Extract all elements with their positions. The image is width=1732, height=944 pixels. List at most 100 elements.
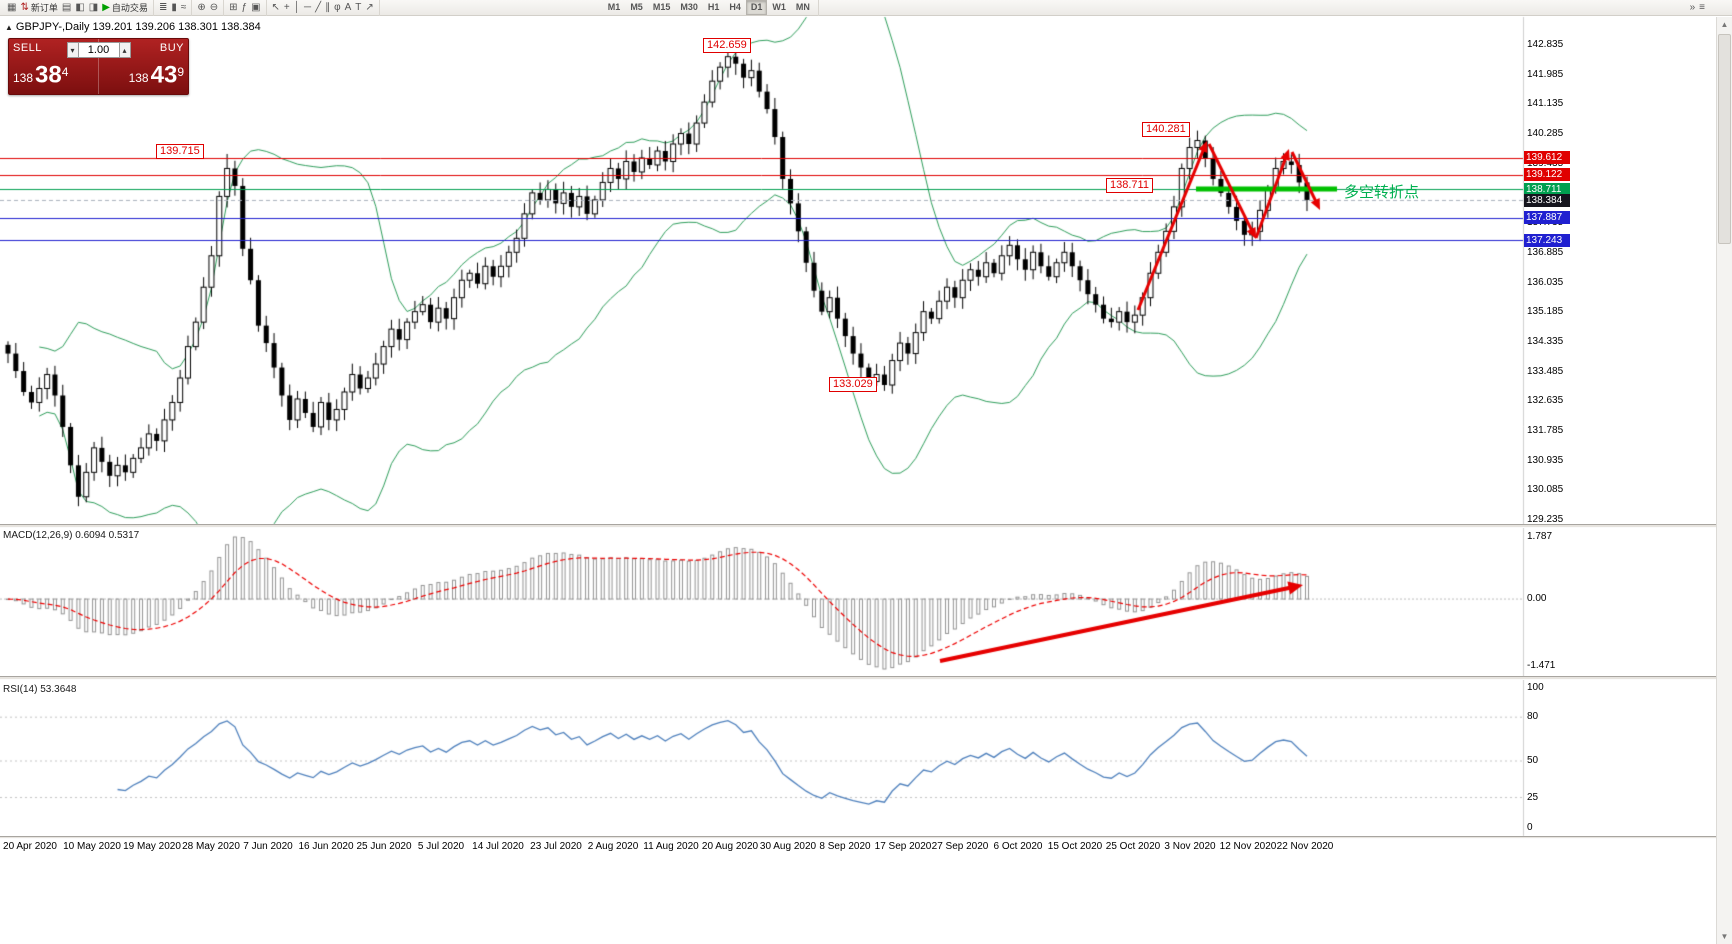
timeframe-d1-button[interactable]: D1: [745, 0, 768, 15]
bar-chart-mode-button[interactable]: ≣: [157, 1, 169, 15]
arrows-tool-button[interactable]: ↗: [363, 1, 375, 15]
zoom-out-button[interactable]: ⊖: [208, 1, 220, 15]
price-callout[interactable]: 133.029: [829, 377, 877, 392]
new-order-button[interactable]: ⇅ 新订单: [18, 1, 59, 15]
market-watch-icon: ▤: [61, 1, 72, 13]
line-chart-mode-button[interactable]: ≈: [179, 1, 189, 15]
equidistant-channel-button[interactable]: ∥: [323, 1, 332, 15]
collapse-panel-icon[interactable]: ▲: [5, 23, 13, 32]
chart-symbol-info: ▲ GBPJPY-,Daily 139.201 139.206 138.301 1…: [5, 21, 261, 33]
zoom-in-button[interactable]: ⊕: [195, 1, 207, 15]
turning-point-annotation[interactable]: 多空转折点: [1344, 184, 1420, 201]
volume-input[interactable]: [78, 42, 119, 58]
date-axis-label: 25 Oct 2020: [1105, 841, 1161, 852]
cursor-icon: ↖: [271, 1, 280, 13]
toolbar-group-2: ≣ ▮ ≈: [154, 0, 193, 16]
date-axis-label: 28 May 2020: [182, 841, 240, 852]
text-button[interactable]: A: [343, 1, 354, 15]
trendline-button[interactable]: ╱: [313, 1, 323, 15]
new-chart-button[interactable]: ▦: [5, 1, 18, 15]
pane-splitter-bottom[interactable]: [0, 836, 1732, 839]
price-callout[interactable]: 139.715: [156, 144, 204, 159]
scrollbar-thumb[interactable]: [1718, 34, 1731, 244]
toolbar-right-group: » ≡: [1685, 0, 1710, 16]
price-tag: 137.887: [1524, 211, 1570, 225]
date-axis-label: 22 Nov 2020: [1276, 841, 1334, 852]
cursor-button[interactable]: ↖: [270, 1, 282, 15]
pane-splitter-macd-rsi[interactable]: [0, 676, 1732, 680]
timeframe-m30-button[interactable]: M30: [680, 2, 698, 12]
new-order-icon: ⇅: [20, 1, 29, 13]
crosshair-icon: +: [283, 1, 290, 13]
rsi-axis-label: 0: [1527, 822, 1533, 833]
timeframe-m15-button[interactable]: M15: [652, 2, 671, 12]
sell-button[interactable]: SELL 138384: [9, 39, 99, 94]
layout-menu-button[interactable]: ≡: [1697, 1, 1707, 15]
price-callout[interactable]: 142.659: [703, 38, 751, 53]
date-axis-label: 16 Jun 2020: [298, 841, 354, 852]
terminal-icon: ◨: [88, 1, 99, 13]
volume-decrease-button[interactable]: ▾: [66, 42, 79, 58]
indicators-button[interactable]: ƒ: [240, 1, 250, 15]
price-axis-label: 141.985: [1527, 68, 1564, 80]
sell-price-point: 4: [61, 64, 69, 79]
terminal-button[interactable]: ◨: [87, 1, 100, 15]
pane-splitter-main-macd[interactable]: [0, 524, 1732, 528]
date-axis-label: 20 Apr 2020: [3, 841, 57, 852]
timeframe-w1-button[interactable]: W1: [772, 2, 786, 12]
timeframe-mn-button[interactable]: MN: [795, 2, 810, 12]
price-callout[interactable]: 140.281: [1142, 122, 1190, 137]
auto-trading-button[interactable]: ▶ 自动交易: [100, 1, 150, 15]
one-click-trading-panel: SELL 138384 BUY 138439 ▾ ▴: [8, 38, 189, 95]
zoom-in-icon: ⊕: [197, 1, 206, 13]
toolbar-group-4: ⊞ ƒ ▣: [224, 0, 267, 16]
vertical-line-button[interactable]: │: [292, 1, 302, 15]
tile-windows-button[interactable]: ⊞: [227, 1, 239, 15]
scroll-up-button[interactable]: ▲: [1720, 20, 1729, 29]
text-label-button[interactable]: T: [353, 1, 363, 15]
chart-shift-button[interactable]: »: [1688, 1, 1698, 15]
date-axis-label: 3 Nov 2020: [1164, 841, 1216, 852]
fibonacci-icon: φ: [334, 1, 341, 13]
price-tag: 139.612: [1524, 151, 1570, 165]
chart-shift-icon: »: [1689, 1, 1696, 13]
rsi-axis-label: 100: [1527, 682, 1544, 693]
sell-price-base: 138: [13, 71, 34, 85]
timeframe-h4-button[interactable]: H4: [729, 2, 741, 12]
price-axis-label: 140.285: [1527, 128, 1564, 140]
rsi-indicator-label: RSI(14) 53.3648: [3, 684, 77, 695]
templates-button[interactable]: ▣: [249, 1, 262, 15]
new-chart-icon: ▦: [7, 1, 17, 13]
buy-label: BUY: [159, 42, 184, 54]
timeframe-m5-button[interactable]: M5: [630, 2, 643, 12]
market-watch-button[interactable]: ▤: [60, 1, 73, 15]
text-label-icon: T: [355, 1, 362, 13]
price-tag: 138.711: [1524, 182, 1570, 196]
vertical-scrollbar[interactable]: ▲ ▼: [1716, 17, 1732, 944]
macd-axis-label-zero: 0.00: [1527, 593, 1547, 605]
date-axis-label: 20 Aug 2020: [701, 841, 759, 852]
volume-increase-button[interactable]: ▴: [118, 42, 131, 58]
price-axis-label: 141.135: [1527, 98, 1564, 110]
toolbar-group-1: ▦ ⇅ 新订单 ▤ ◧ ◨ ▶ 自动交易: [2, 0, 154, 16]
arrows-tool-icon: ↗: [365, 1, 374, 13]
buy-price-point: 9: [177, 64, 184, 79]
price-callout[interactable]: 138.711: [1106, 178, 1153, 193]
date-axis-label: 15 Oct 2020: [1047, 841, 1103, 852]
price-tag: 137.243: [1524, 233, 1570, 247]
timeframe-h1-button[interactable]: H1: [707, 2, 720, 12]
macd-axis-label-bottom: -1.471: [1527, 660, 1556, 671]
sell-label: SELL: [13, 42, 42, 54]
crosshair-button[interactable]: +: [282, 1, 292, 15]
data-window-button[interactable]: ◧: [73, 1, 86, 15]
buy-button[interactable]: BUY 138439: [99, 39, 188, 94]
candlestick-mode-button[interactable]: ▮: [169, 1, 179, 15]
text-icon: A: [344, 1, 352, 13]
horizontal-line-button[interactable]: ─: [302, 1, 313, 15]
date-axis-label: 25 Jun 2020: [356, 841, 412, 852]
scroll-down-button[interactable]: ▼: [1720, 932, 1729, 941]
equidistant-channel-icon: ∥: [325, 1, 331, 13]
timeframe-m1-button[interactable]: M1: [607, 2, 621, 12]
fibonacci-button[interactable]: φ: [332, 1, 342, 15]
